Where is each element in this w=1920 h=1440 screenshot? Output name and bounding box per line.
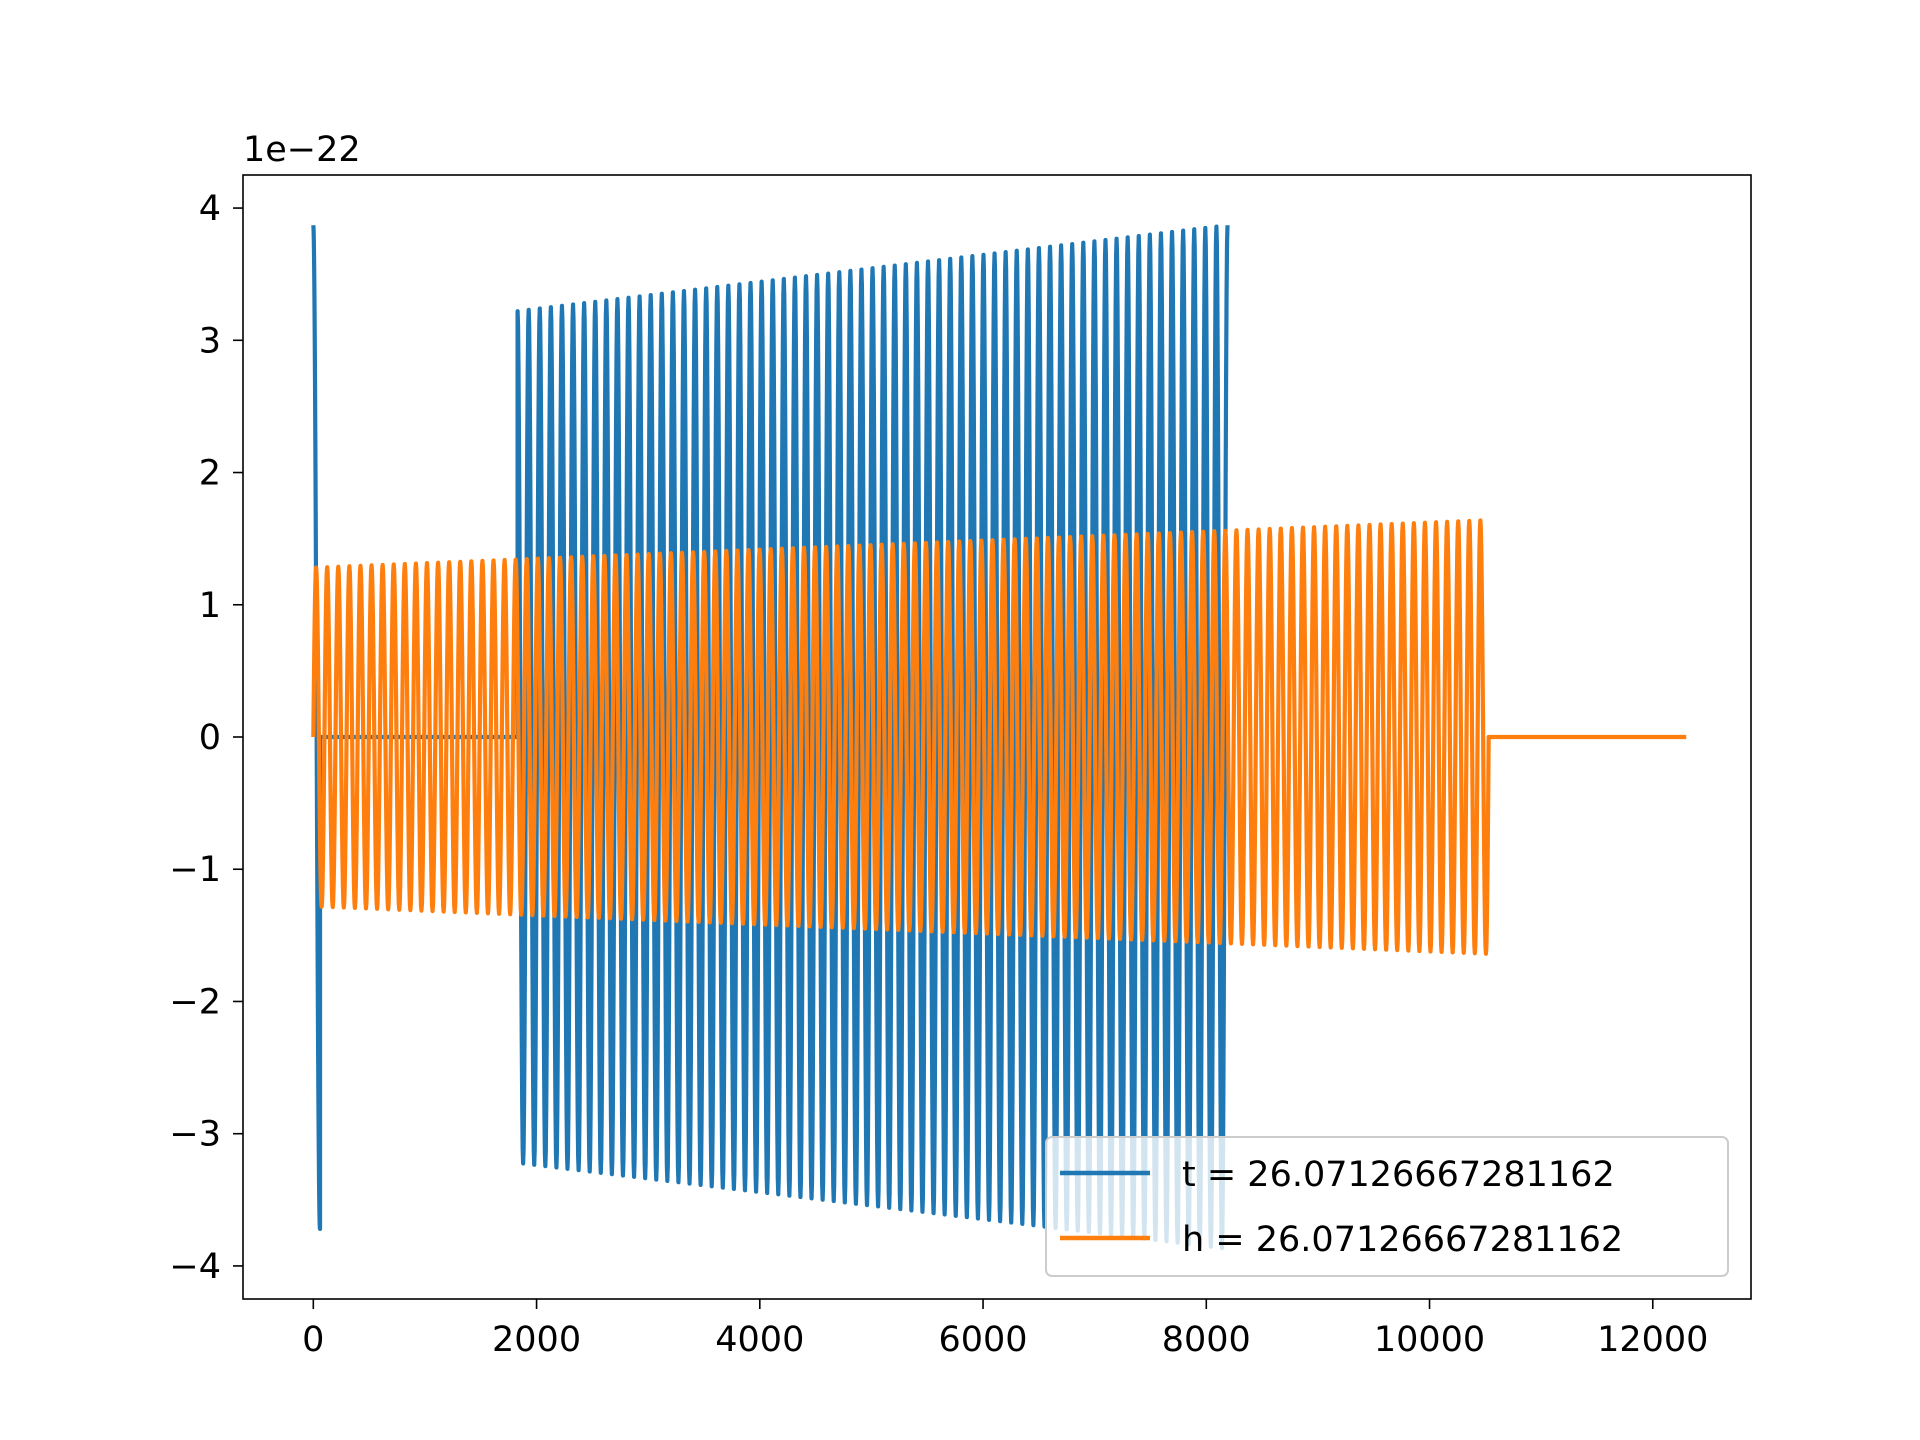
y-tick-label: −1 — [169, 850, 221, 890]
x-tick-label: 6000 — [939, 1320, 1028, 1360]
y-tick-label: −3 — [169, 1115, 221, 1155]
legend-label-h: h = 26.07126667281162 — [1182, 1220, 1623, 1260]
y-tick-label: 3 — [199, 321, 221, 361]
series-line-1 — [311, 518, 1687, 956]
x-tick-label: 4000 — [715, 1320, 804, 1360]
y-tick-label: 1 — [199, 586, 221, 626]
x-tick-label: 8000 — [1162, 1320, 1251, 1360]
series-layer — [311, 224, 1687, 1251]
y-axis: −4 −3 −2 −1 0 1 2 3 4 — [169, 189, 243, 1287]
x-tick-label: 10000 — [1374, 1320, 1485, 1360]
x-tick-label: 0 — [302, 1320, 324, 1360]
y-tick-label: 0 — [199, 718, 221, 758]
series-line-0 — [311, 224, 1230, 1251]
legend: t = 26.07126667281162 h = 26.07126667281… — [1045, 1136, 1729, 1277]
y-tick-label: −4 — [169, 1247, 221, 1287]
legend-label-t: t = 26.07126667281162 — [1182, 1155, 1615, 1195]
y-tick-label: 2 — [199, 454, 221, 494]
legend-box — [1045, 1136, 1729, 1277]
x-axis: 0 2000 4000 6000 8000 10000 12000 — [302, 1299, 1708, 1360]
y-offset-label: 1e−22 — [243, 130, 361, 170]
y-tick-label: −2 — [169, 982, 221, 1022]
y-tick-label: 4 — [199, 189, 221, 229]
x-tick-label: 2000 — [492, 1320, 581, 1360]
x-tick-label: 12000 — [1597, 1320, 1708, 1360]
